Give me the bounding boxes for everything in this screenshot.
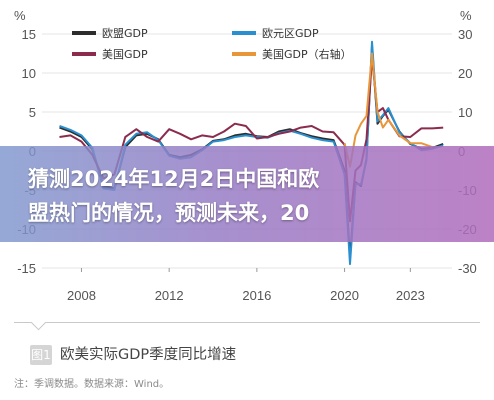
legend-label: 欧元区GDP <box>262 27 319 40</box>
right-axis-unit: % <box>460 8 472 23</box>
left-tick-label: -15 <box>17 261 36 276</box>
right-tick-label: 20 <box>458 66 472 81</box>
chart-legend: 欧盟GDP 欧元区GDP 美国GDP 美国GDP（右轴） <box>72 27 352 61</box>
caption-divider <box>14 322 480 323</box>
legend-label: 欧盟GDP <box>102 27 148 40</box>
right-tick-label: -30 <box>458 261 477 276</box>
overlay-headline[interactable]: 猜测2024年12月2日中国和欧 盟热门的情况，预测未来，20 <box>28 162 478 230</box>
legend-label: 美国GDP <box>102 48 148 61</box>
overlay-headline-line2: 盟热门的情况，预测未来，20 <box>28 201 310 225</box>
series-line-3 <box>59 56 444 223</box>
legend-label: 美国GDP（右轴） <box>262 47 352 61</box>
x-tick-label: 2020 <box>330 288 359 303</box>
left-tick-label: 10 <box>22 66 36 81</box>
x-tick-label: 2023 <box>396 288 425 303</box>
series-line-4 <box>343 52 433 168</box>
left-tick-label: 15 <box>22 27 36 42</box>
figure-caption: 欧美实际GDP季度同比增速 <box>60 347 237 363</box>
left-axis-unit: % <box>14 8 26 23</box>
left-tick-label: 5 <box>29 105 36 120</box>
x-tick-label: 2016 <box>242 288 271 303</box>
right-tick-label: 30 <box>458 27 472 42</box>
right-tick-label: 10 <box>458 105 472 120</box>
series-layer <box>59 40 444 266</box>
figure-badge: 图1 <box>30 345 52 365</box>
x-tick-label: 2008 <box>67 288 96 303</box>
x-tick-label: 2012 <box>155 288 184 303</box>
overlay-headline-line1: 猜测2024年12月2日中国和欧 <box>28 167 320 191</box>
x-axis-ticks: 2008 2012 2016 2020 2023 <box>67 268 425 303</box>
figure-source-note: 注：季调数据。数据来源：Wind。 <box>14 379 170 390</box>
title-overlay-band <box>0 146 494 242</box>
